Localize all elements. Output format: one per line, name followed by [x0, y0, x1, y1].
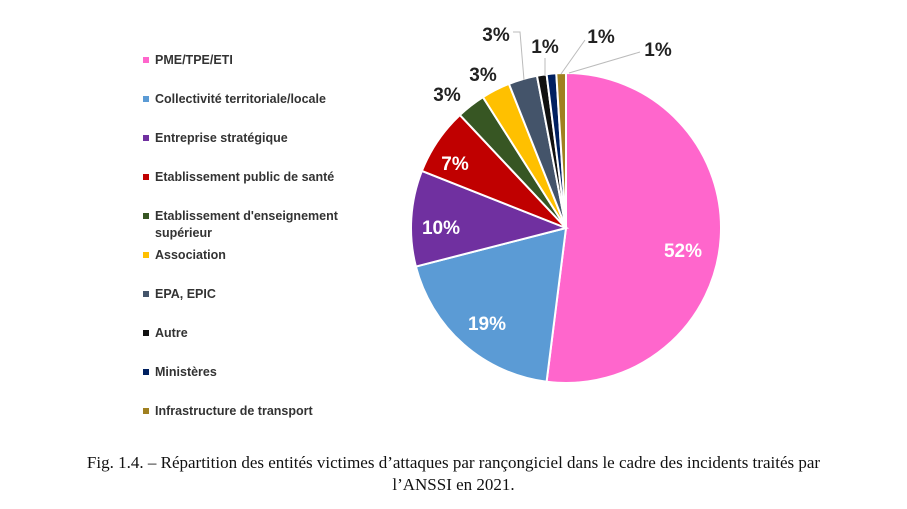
legend-label: Entreprise stratégique — [155, 131, 288, 145]
legend-swatch — [143, 408, 149, 414]
legend-item: Collectivité territoriale/locale — [143, 91, 326, 108]
legend-swatch — [143, 330, 149, 336]
leader-line — [560, 39, 586, 75]
legend-swatch — [143, 369, 149, 375]
pie-slice — [414, 226, 568, 383]
leader-line — [568, 51, 641, 74]
legend-item: Association — [143, 247, 226, 264]
figure-caption: Fig. 1.4. – Répartition des entités vict… — [20, 452, 887, 496]
legend-item: Etablissement d'enseignement supérieur — [143, 208, 370, 242]
legend-label: Collectivité territoriale/locale — [155, 92, 326, 106]
legend-label: Autre — [155, 326, 188, 340]
legend-swatch — [143, 252, 149, 258]
legend-swatch — [143, 135, 149, 141]
legend-label: Infrastructure de transport — [155, 404, 313, 418]
data-label: 1% — [587, 27, 615, 48]
legend-label: Association — [155, 248, 226, 262]
pie-chart: 52% 19% 10% 7% 3% 3% 3% 1% 1% 1% — [410, 25, 722, 384]
legend-label: Etablissement d'enseignement supérieur — [155, 209, 338, 240]
legend-item: Infrastructure de transport — [143, 403, 313, 420]
legend-label: PME/TPE/ETI — [155, 53, 233, 67]
legend-label: EPA, EPIC — [155, 287, 216, 301]
caption-line-1: Fig. 1.4. – Répartition des entités vict… — [86, 453, 821, 472]
pie-slice — [545, 71, 722, 384]
data-label: 3% — [482, 25, 510, 46]
caption-line-2: l’ANSSI en 2021. — [392, 475, 515, 494]
legend-swatch — [143, 174, 149, 180]
data-label: 7% — [441, 154, 469, 175]
legend-label: Ministères — [155, 365, 217, 379]
legend-item: Etablissement public de santé — [143, 169, 334, 186]
data-label: 10% — [422, 218, 460, 239]
legend-item: Autre — [143, 325, 188, 342]
data-label: 19% — [468, 314, 506, 335]
data-label: 1% — [531, 37, 559, 58]
data-label: 52% — [664, 241, 702, 262]
legend-swatch — [143, 291, 149, 297]
legend-swatch — [143, 57, 149, 63]
legend-swatch — [143, 96, 149, 102]
data-label: 1% — [644, 40, 672, 61]
legend-swatch — [143, 213, 149, 219]
legend-item: PME/TPE/ETI — [143, 52, 233, 69]
leader-line — [513, 31, 525, 81]
legend-item: Entreprise stratégique — [143, 130, 288, 147]
data-label: 3% — [469, 65, 497, 86]
pie-slice — [410, 169, 570, 268]
legend-item: EPA, EPIC — [143, 286, 216, 303]
data-label: 3% — [433, 85, 461, 106]
legend-label: Etablissement public de santé — [155, 170, 335, 184]
legend-item: Ministères — [143, 364, 217, 381]
